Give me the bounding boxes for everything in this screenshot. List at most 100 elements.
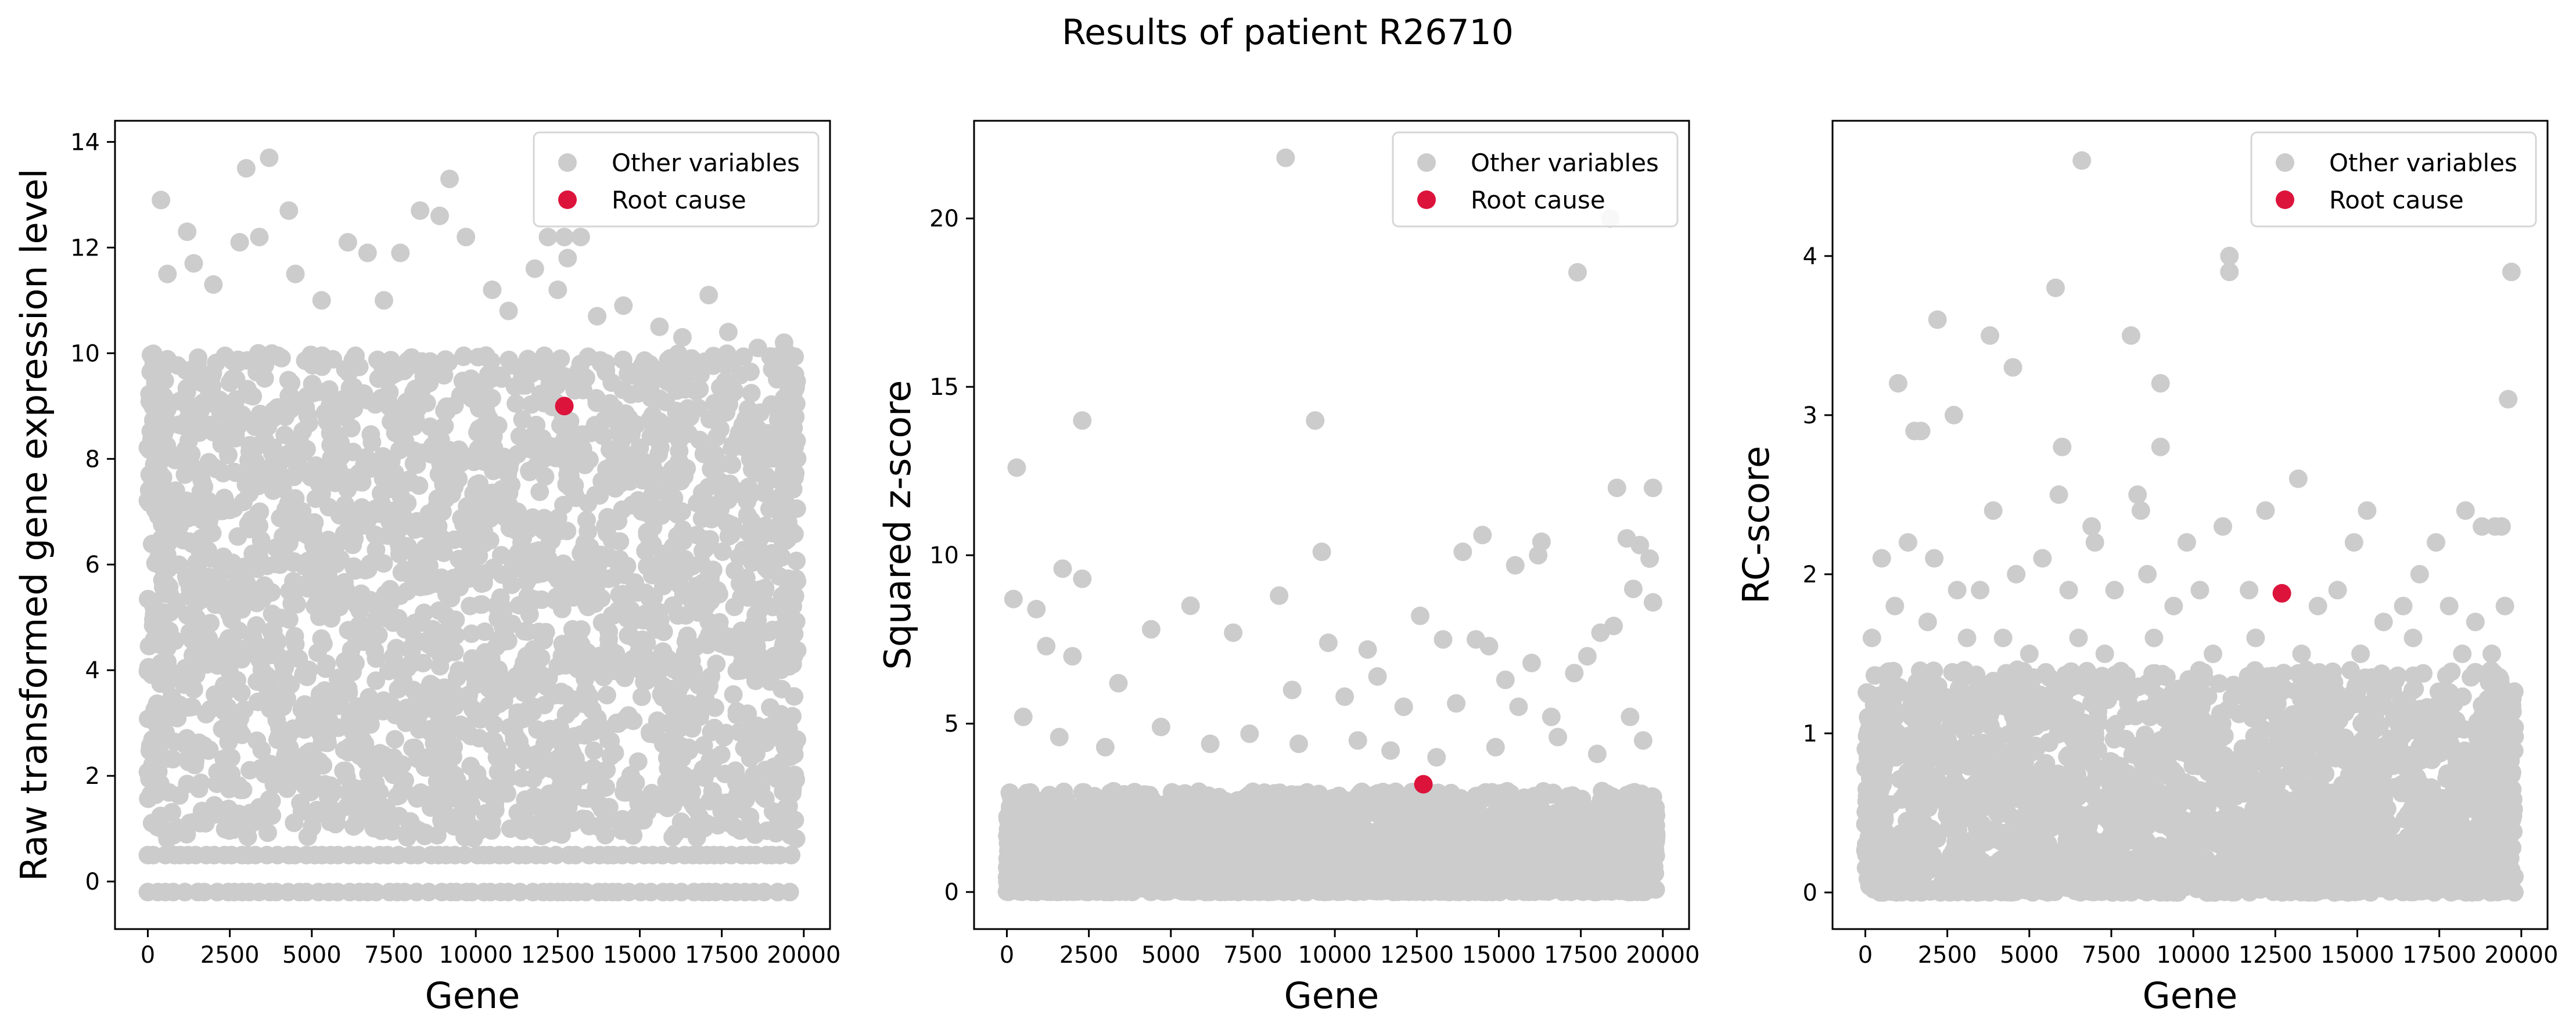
x-tick-label: 2500 xyxy=(200,942,260,969)
data-point xyxy=(419,504,439,523)
data-point xyxy=(591,351,610,370)
data-point xyxy=(199,541,218,560)
data-point xyxy=(604,568,623,587)
data-point xyxy=(419,373,439,393)
data-point xyxy=(779,719,798,738)
data-point xyxy=(579,789,598,808)
data-point xyxy=(145,745,164,764)
data-point xyxy=(731,821,750,840)
data-point xyxy=(614,296,633,315)
data-point xyxy=(426,534,445,553)
data-point xyxy=(369,747,389,766)
data-point xyxy=(411,201,430,220)
data-point xyxy=(599,629,618,649)
chart-panel-1: 0 2500 5000 7500 10000 12500 15000 17500 2000002… xyxy=(13,120,840,1017)
data-point xyxy=(229,776,248,795)
data-point xyxy=(279,201,299,220)
data-point xyxy=(441,589,461,608)
data-point xyxy=(264,401,283,420)
data-point xyxy=(156,723,175,742)
data-point xyxy=(554,367,573,386)
data-point xyxy=(297,667,317,686)
data-point xyxy=(587,561,606,580)
data-point xyxy=(157,575,177,594)
data-point xyxy=(156,419,175,438)
data-point xyxy=(731,639,749,658)
data-point xyxy=(1363,823,1382,842)
data-point xyxy=(279,370,298,390)
y-tick-label: 6 xyxy=(85,552,100,578)
data-point xyxy=(391,243,410,262)
data-point xyxy=(458,802,477,821)
data-point xyxy=(470,821,489,840)
y-tick-label: 10 xyxy=(70,340,100,367)
data-point xyxy=(236,159,256,178)
data-point xyxy=(522,364,541,383)
data-point xyxy=(141,784,160,804)
scatter-points xyxy=(997,148,1666,902)
data-point xyxy=(586,769,605,789)
data-point xyxy=(497,758,516,777)
data-point xyxy=(340,586,360,605)
data-point xyxy=(336,495,355,514)
data-point xyxy=(780,883,799,902)
data-point xyxy=(178,222,197,242)
legend-entry-root-label: Root cause xyxy=(612,186,746,214)
data-point xyxy=(213,719,232,739)
data-point xyxy=(608,440,627,459)
data-point xyxy=(555,228,574,247)
x-tick-label: 17500 xyxy=(685,942,759,969)
data-point xyxy=(515,751,534,770)
data-point xyxy=(785,745,804,764)
data-point xyxy=(321,776,340,796)
data-point xyxy=(285,814,304,832)
data-point xyxy=(674,531,693,550)
data-point xyxy=(1228,791,1247,810)
data-point xyxy=(173,416,192,435)
data-point xyxy=(407,455,426,474)
data-point xyxy=(339,783,358,802)
data-point xyxy=(367,671,386,690)
data-point xyxy=(383,613,403,632)
data-point xyxy=(249,503,268,523)
y-tick-label: 0 xyxy=(85,869,100,895)
data-point xyxy=(250,228,269,247)
data-point xyxy=(724,685,743,704)
data-point xyxy=(290,458,310,477)
data-point xyxy=(376,455,395,474)
data-point xyxy=(563,620,582,639)
data-point xyxy=(507,667,526,686)
data-point xyxy=(144,597,163,616)
data-point xyxy=(512,548,531,567)
data-point xyxy=(219,445,238,465)
x-tick-label: 12500 xyxy=(521,942,595,969)
data-point xyxy=(703,759,722,778)
data-point xyxy=(499,301,518,321)
data-point xyxy=(619,364,638,383)
data-point xyxy=(285,506,304,526)
data-point xyxy=(350,464,368,483)
data-point xyxy=(649,444,669,463)
data-point xyxy=(312,629,331,648)
panels: 0 2500 5000 7500 10000 12500 15000 17500 2000002… xyxy=(13,120,2558,1017)
data-point xyxy=(667,550,686,570)
data-point xyxy=(676,606,695,625)
data-point xyxy=(727,661,746,681)
data-point xyxy=(204,275,223,294)
data-point xyxy=(402,642,421,661)
data-point xyxy=(252,660,271,679)
data-point xyxy=(390,426,409,445)
data-point xyxy=(548,280,567,300)
data-point xyxy=(723,439,742,458)
data-point xyxy=(267,711,286,730)
data-point xyxy=(664,488,684,507)
data-point xyxy=(774,394,793,413)
data-point xyxy=(733,416,752,435)
data-point xyxy=(370,783,389,802)
data-point xyxy=(480,531,500,550)
data-point xyxy=(573,581,592,600)
data-point xyxy=(274,665,292,685)
data-point xyxy=(520,461,539,480)
data-point xyxy=(184,680,203,699)
data-point xyxy=(198,372,217,391)
